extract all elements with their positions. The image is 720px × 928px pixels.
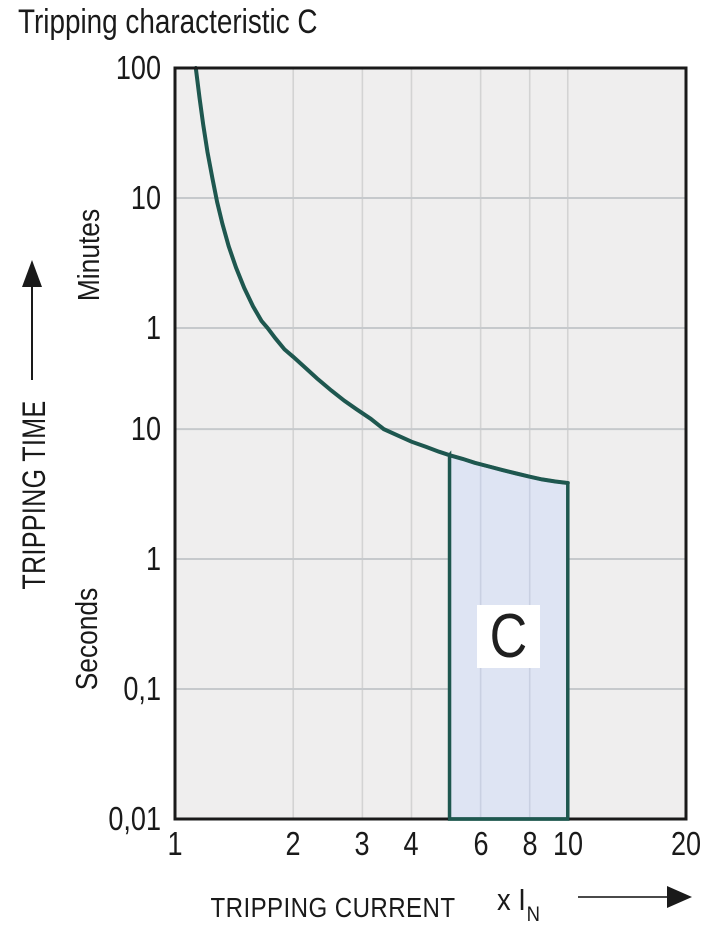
chart-title: Tripping characteristic C — [18, 3, 318, 41]
x-tick-label: 2 — [285, 825, 301, 862]
x-tick-label: 3 — [354, 825, 370, 862]
region-label: C — [489, 602, 528, 671]
y-tick-label: 10 — [130, 410, 161, 448]
x-tick-label: 6 — [473, 825, 489, 862]
x-axis-multiplier-subscript: N — [526, 903, 541, 927]
x-axis-multiplier-label: x IN — [497, 882, 540, 926]
y-axis-arrow-icon — [22, 260, 42, 287]
x-axis-arrow-shaft — [578, 896, 668, 898]
y-unit-minutes-label: Minutes — [71, 208, 106, 302]
y-tick-label: 0,01 — [108, 800, 161, 837]
region-label-box: C — [477, 605, 540, 668]
y-axis-label: TRIPPING TIME — [16, 400, 52, 590]
x-tick-label: 8 — [522, 825, 538, 862]
x-tick-label: 4 — [403, 825, 419, 862]
x-tick-label: 20 — [670, 825, 702, 862]
y-axis-arrow-shaft — [31, 287, 33, 380]
plot-border — [173, 66, 688, 821]
x-tick-label: 1 — [167, 825, 183, 862]
y-tick-label: 0,1 — [123, 670, 161, 708]
y-tick-label: 10 — [130, 178, 161, 216]
y-tick-label: 1 — [145, 308, 161, 346]
y-unit-seconds-label: Seconds — [69, 587, 104, 691]
y-tick-label: 100 — [115, 49, 161, 86]
x-axis-multiplier-text: x I — [497, 882, 526, 917]
tripping-curve — [193, 66, 570, 485]
plot-background — [175, 68, 686, 819]
y-tick-label: 1 — [145, 540, 161, 578]
x-axis-label: TRIPPING CURRENT — [210, 892, 456, 923]
x-axis-arrow-icon — [667, 886, 692, 908]
x-tick-label: 10 — [552, 825, 583, 862]
